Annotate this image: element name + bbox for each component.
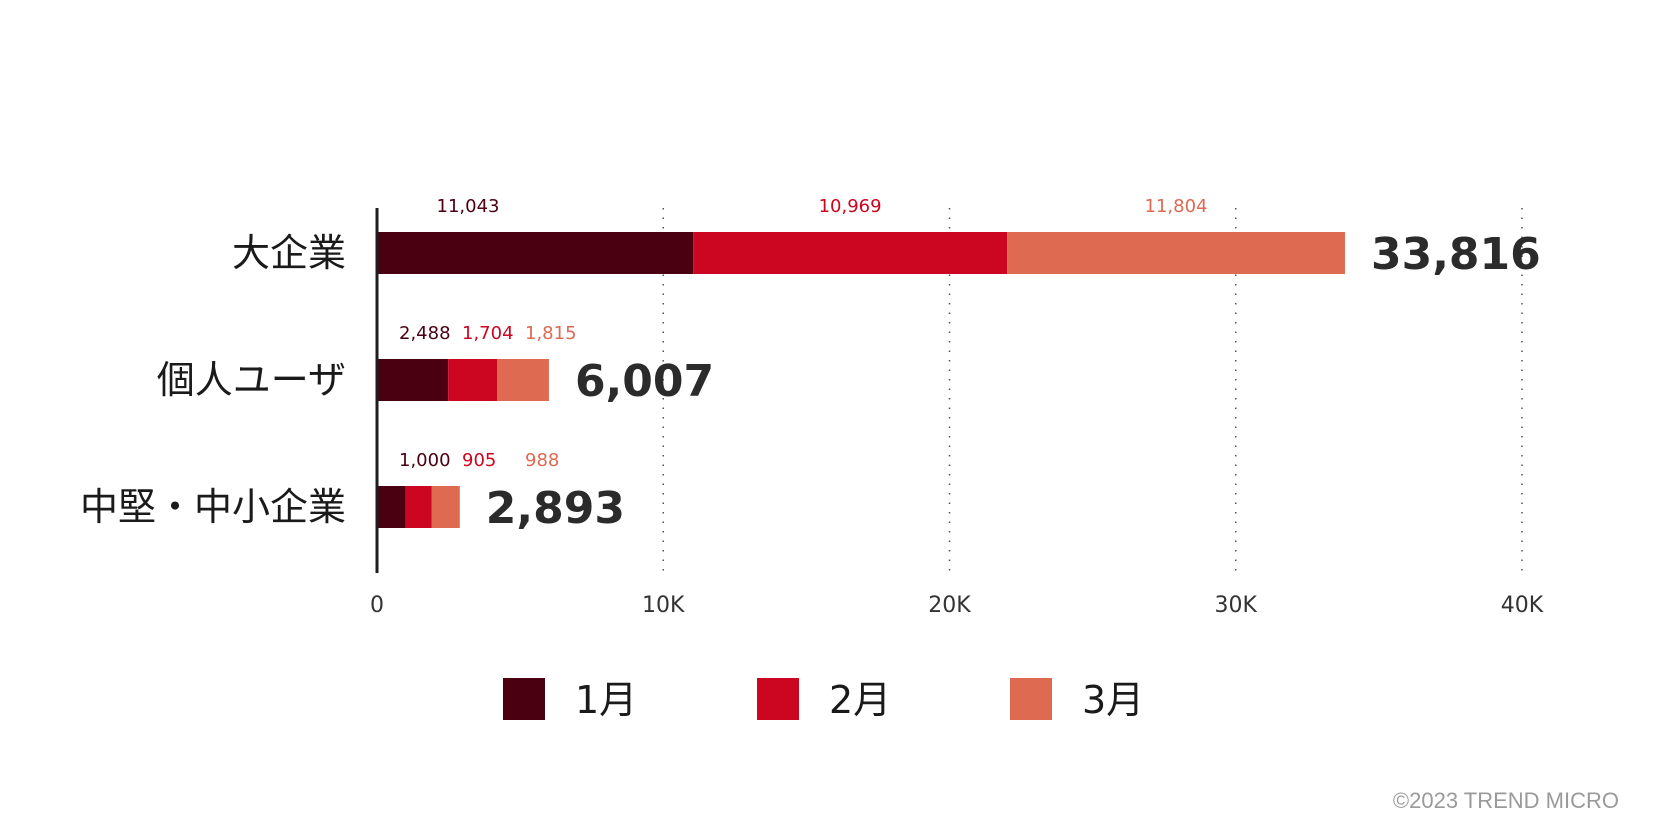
legend-swatch <box>1010 678 1052 720</box>
legend-label: 1月 <box>575 678 637 722</box>
bar-segment <box>405 486 432 528</box>
total-value-label: 2,893 <box>486 483 625 534</box>
x-tick-label: 20K <box>928 593 971 618</box>
segment-value-label: 988 <box>525 450 559 471</box>
category-label: 中堅・中小企業 <box>80 485 346 529</box>
segment-value-label: 905 <box>462 450 496 471</box>
x-tick-label: 10K <box>642 593 685 618</box>
legend-label: 2月 <box>829 678 891 722</box>
bar-segment <box>377 486 406 528</box>
bar-segment <box>448 359 497 401</box>
segment-value-label: 10,969 <box>819 196 882 217</box>
segment-value-label: 11,804 <box>1145 196 1208 217</box>
x-tick-label: 0 <box>370 593 384 618</box>
segment-value-label: 1,704 <box>462 323 514 344</box>
bar-segment <box>1007 232 1345 274</box>
segment-value-label: 2,488 <box>399 323 451 344</box>
copyright-text: ©2023 TREND MICRO <box>1392 788 1619 813</box>
bar-segment <box>377 232 694 274</box>
x-tick-label: 30K <box>1215 593 1258 618</box>
grid-lines <box>662 208 1523 573</box>
segment-value-label: 1,000 <box>399 450 451 471</box>
category-label: 個人ユーザ <box>157 358 346 402</box>
bar-segment <box>496 359 549 401</box>
bar-segment <box>693 232 1008 274</box>
total-value-label: 6,007 <box>575 356 714 407</box>
bars <box>377 232 1345 528</box>
segment-value-label: 11,043 <box>437 196 500 217</box>
bar-segment <box>431 486 460 528</box>
category-label: 大企業 <box>232 231 346 275</box>
total-value-label: 33,816 <box>1371 229 1541 280</box>
legend-label: 3月 <box>1082 678 1144 722</box>
legend-swatch <box>757 678 799 720</box>
segment-value-label: 1,815 <box>525 323 577 344</box>
segment-value-labels: 11,043 10,969 11,804 2,488 1,704 1,815 1,000 90… <box>399 196 1208 471</box>
x-tick-label: 40K <box>1501 593 1544 618</box>
legend-swatch <box>503 678 545 720</box>
x-axis-tick-labels: 0 10K 20K 30K 40K <box>370 593 1544 618</box>
bar-segment <box>377 359 449 401</box>
legend: 1月 2月 3月 <box>503 678 1144 722</box>
total-labels: 33,816 6,007 2,893 <box>486 229 1541 534</box>
